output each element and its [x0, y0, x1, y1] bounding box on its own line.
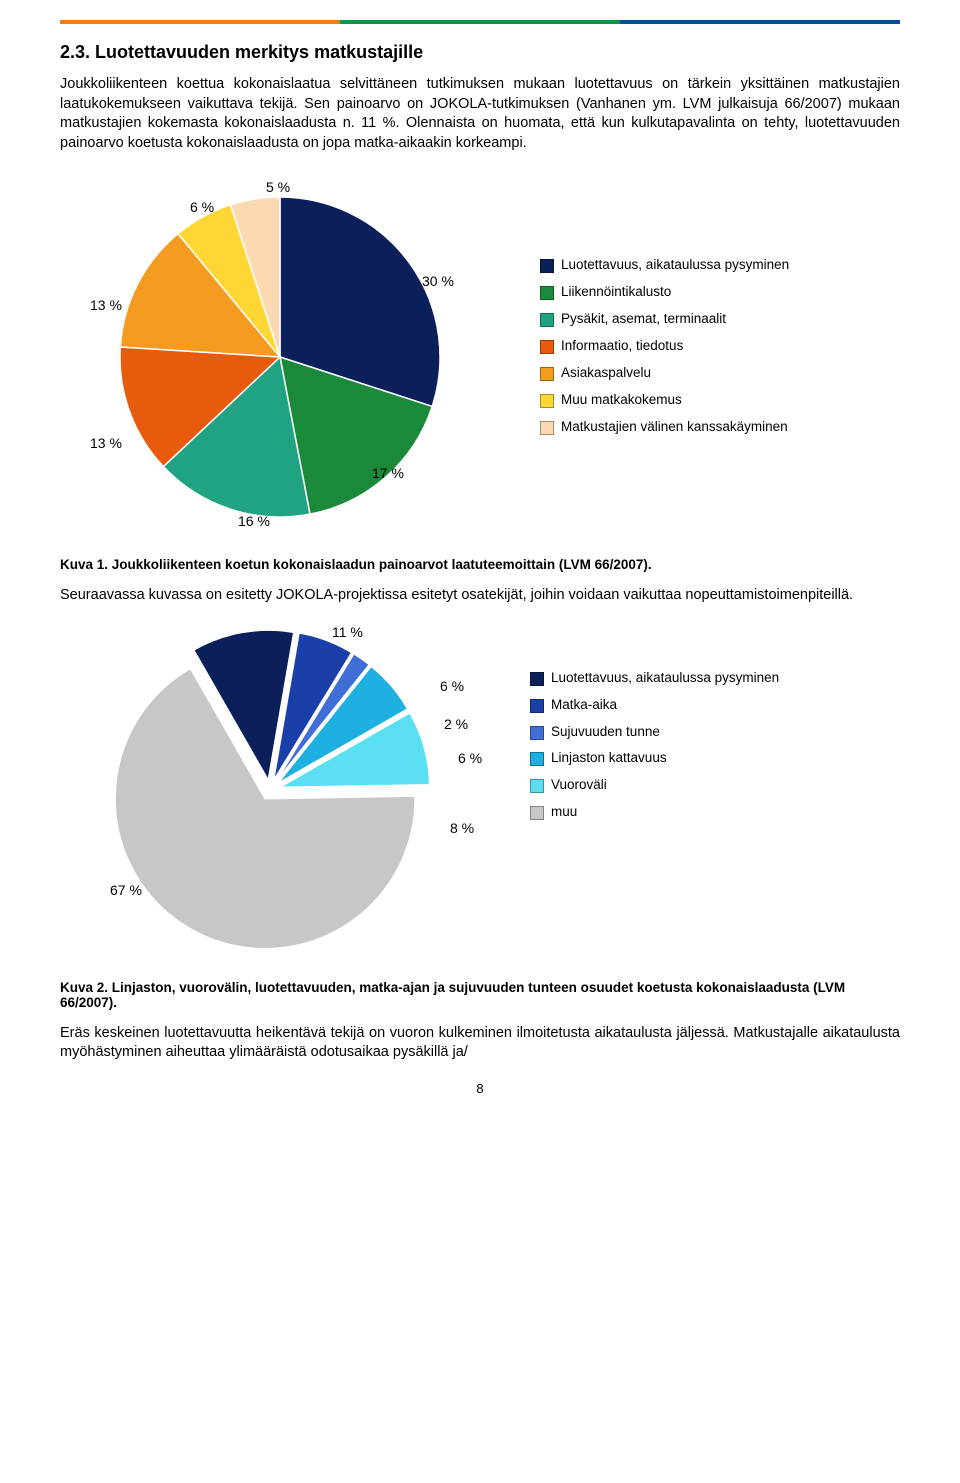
- chart2-label-2: 2 %: [444, 716, 468, 732]
- chart1-label-5: 5 %: [266, 179, 290, 195]
- legend-swatch: [530, 752, 544, 766]
- paragraph-1: Joukkoliikenteen koettua kokonaislaatua …: [60, 75, 900, 153]
- legend-swatch: [540, 340, 554, 354]
- page-number: 8: [60, 1081, 900, 1096]
- legend-swatch: [540, 421, 554, 435]
- legend-item: Vuoroväli: [530, 777, 790, 794]
- legend-swatch: [530, 699, 544, 713]
- legend-label: Pysäkit, asemat, terminaalit: [561, 311, 726, 328]
- paragraph-2: Seuraavassa kuvassa on esitetty JOKOLA-p…: [60, 586, 900, 606]
- chart1-label-6: 6 %: [190, 199, 214, 215]
- legend-item: Pysäkit, asemat, terminaalit: [540, 311, 800, 328]
- legend-label: Matkustajien välinen kanssakäyminen: [561, 419, 788, 436]
- legend-label: Asiakaspalvelu: [561, 365, 651, 382]
- chart1-label-13b: 13 %: [90, 297, 122, 313]
- legend-swatch: [540, 259, 554, 273]
- top-accent-bar: [60, 20, 900, 24]
- chart2-label-6b: 6 %: [458, 750, 482, 766]
- legend-swatch: [530, 672, 544, 686]
- chart2-label-6a: 6 %: [440, 678, 464, 694]
- legend-item: Informaatio, tiedotus: [540, 338, 800, 355]
- chart-2-pie-area: 11 % 6 % 2 % 6 % 8 % 67 %: [60, 620, 510, 960]
- accent-blue: [620, 20, 900, 24]
- legend-label: Sujuvuuden tunne: [551, 724, 660, 741]
- chart-2-container: 11 % 6 % 2 % 6 % 8 % 67 % Luotettavuus, …: [60, 620, 900, 960]
- legend-item: Matka-aika: [530, 697, 790, 714]
- legend-item: Liikennöintikalusto: [540, 284, 800, 301]
- accent-green: [340, 20, 620, 24]
- legend-label: Luotettavuus, aikataulussa pysyminen: [551, 670, 779, 687]
- legend-swatch: [530, 806, 544, 820]
- legend-label: muu: [551, 804, 577, 821]
- legend-item: Asiakaspalvelu: [540, 365, 800, 382]
- figure-2-caption: Kuva 2. Linjaston, vuorovälin, luotettav…: [60, 980, 900, 1010]
- legend-swatch: [540, 367, 554, 381]
- chart2-label-67: 67 %: [110, 882, 142, 898]
- legend-item: Luotettavuus, aikataulussa pysyminen: [540, 257, 800, 274]
- legend-label: Luotettavuus, aikataulussa pysyminen: [561, 257, 789, 274]
- chart-1-legend: Luotettavuus, aikataulussa pysyminen Liik…: [540, 257, 800, 445]
- legend-swatch: [540, 286, 554, 300]
- section-heading: 2.3. Luotettavuuden merkitys matkustajil…: [60, 42, 900, 63]
- chart2-label-11: 11 %: [332, 624, 363, 640]
- legend-swatch: [530, 726, 544, 740]
- chart1-label-13a: 13 %: [90, 435, 122, 451]
- legend-label: Informaatio, tiedotus: [561, 338, 683, 355]
- legend-item: muu: [530, 804, 790, 821]
- chart-2-svg: [60, 620, 510, 960]
- legend-item: Muu matkakokemus: [540, 392, 800, 409]
- chart-1-container: 30 % 17 % 16 % 13 % 13 % 6 % 5 % Luotett…: [60, 167, 900, 537]
- chart2-label-8: 8 %: [450, 820, 474, 836]
- legend-swatch: [540, 394, 554, 408]
- legend-item: Matkustajien välinen kanssakäyminen: [540, 419, 800, 436]
- chart-1-pie-area: 30 % 17 % 16 % 13 % 13 % 6 % 5 %: [60, 167, 520, 537]
- accent-orange: [60, 20, 340, 24]
- legend-label: Linjaston kattavuus: [551, 750, 667, 767]
- legend-swatch: [530, 779, 544, 793]
- chart1-label-17: 17 %: [372, 465, 404, 481]
- legend-label: Vuoroväli: [551, 777, 607, 794]
- chart-1-svg: [60, 167, 520, 537]
- chart1-label-16: 16 %: [238, 513, 270, 529]
- legend-item: Linjaston kattavuus: [530, 750, 790, 767]
- chart-2-legend: Luotettavuus, aikataulussa pysyminen Matk…: [530, 670, 790, 831]
- chart1-label-30: 30 %: [422, 273, 454, 289]
- legend-label: Matka-aika: [551, 697, 617, 714]
- legend-item: Luotettavuus, aikataulussa pysyminen: [530, 670, 790, 687]
- legend-item: Sujuvuuden tunne: [530, 724, 790, 741]
- legend-label: Liikennöintikalusto: [561, 284, 671, 301]
- figure-1-caption: Kuva 1. Joukkoliikenteen koetun kokonais…: [60, 557, 900, 572]
- paragraph-3: Eräs keskeinen luotettavuutta heikentävä…: [60, 1024, 900, 1063]
- legend-swatch: [540, 313, 554, 327]
- legend-label: Muu matkakokemus: [561, 392, 682, 409]
